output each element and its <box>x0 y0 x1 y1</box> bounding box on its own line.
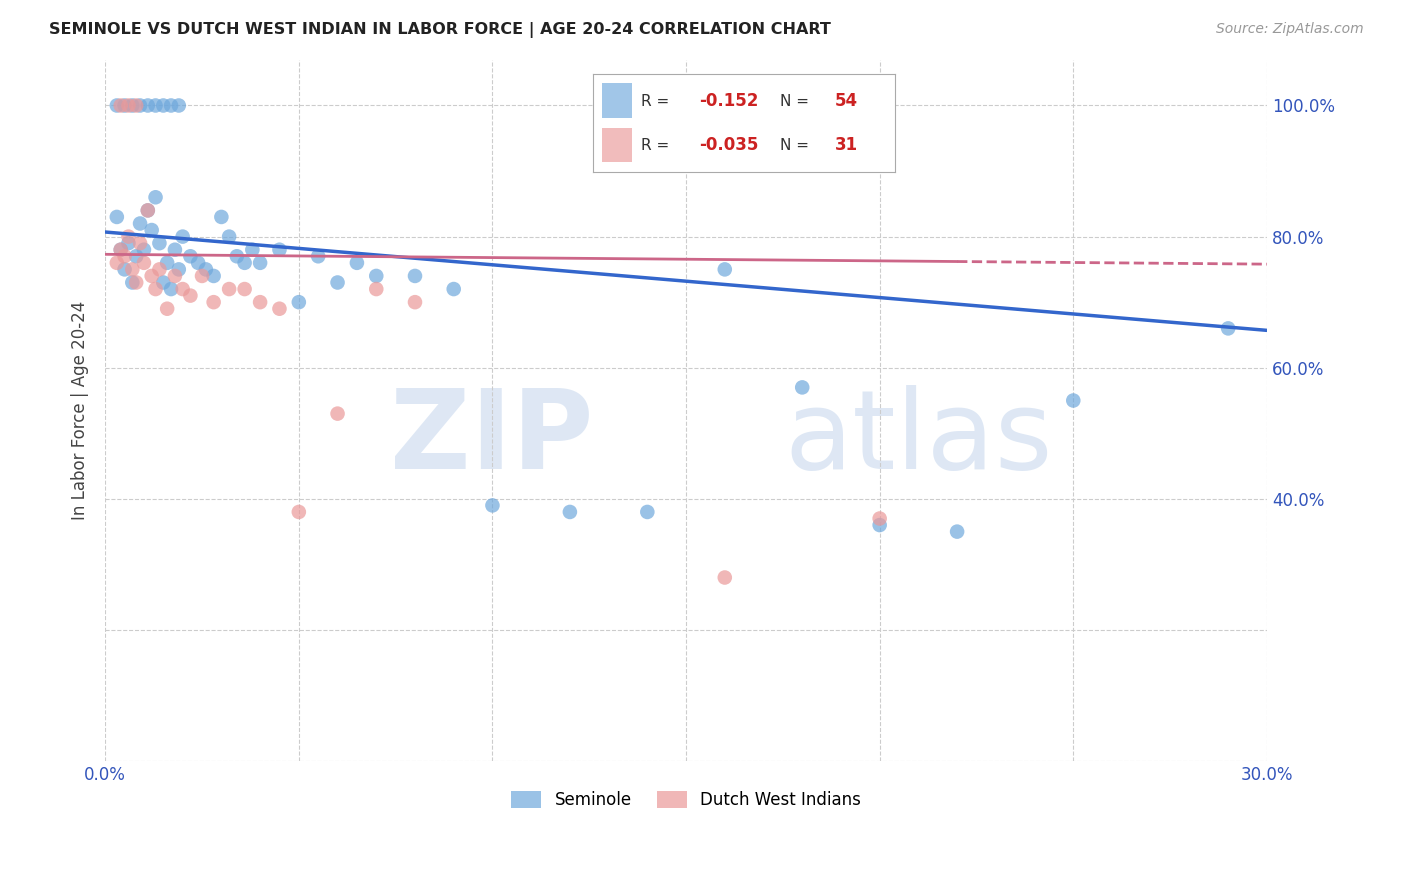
Point <box>209 210 232 224</box>
Point <box>148 262 170 277</box>
Point <box>172 229 194 244</box>
Point <box>167 262 190 277</box>
Point <box>404 295 426 310</box>
Point <box>225 249 247 263</box>
Point <box>481 499 503 513</box>
Point <box>792 380 814 394</box>
Point <box>121 98 143 112</box>
Point <box>218 229 240 244</box>
Point <box>558 505 581 519</box>
Point <box>145 190 167 204</box>
Point <box>167 98 190 112</box>
Point <box>404 268 426 283</box>
Point <box>145 282 167 296</box>
Point <box>152 98 174 112</box>
Point <box>114 262 136 277</box>
Point <box>163 243 186 257</box>
Point <box>132 256 155 270</box>
Point <box>136 203 159 218</box>
Point <box>129 98 152 112</box>
Point <box>202 268 225 283</box>
Point <box>129 217 152 231</box>
Point <box>307 249 329 263</box>
Point <box>160 282 183 296</box>
Point <box>141 268 163 283</box>
Point <box>125 276 148 290</box>
Point <box>110 243 132 257</box>
Point <box>152 276 174 290</box>
Point <box>105 210 128 224</box>
Legend: Seminole, Dutch West Indians: Seminole, Dutch West Indians <box>505 784 868 816</box>
Point <box>218 282 240 296</box>
Point <box>163 268 186 283</box>
Point <box>346 256 368 270</box>
Point <box>326 276 349 290</box>
Point <box>233 256 256 270</box>
Point <box>179 249 201 263</box>
Point <box>156 256 179 270</box>
Point <box>713 262 735 277</box>
Point <box>288 505 311 519</box>
Point <box>160 98 183 112</box>
Point <box>869 511 891 525</box>
Point <box>249 295 271 310</box>
Point <box>202 295 225 310</box>
Point <box>114 98 136 112</box>
Point <box>326 407 349 421</box>
Point <box>172 282 194 296</box>
Point <box>713 570 735 584</box>
Point <box>249 256 271 270</box>
Point <box>946 524 969 539</box>
Point <box>105 98 128 112</box>
Point <box>141 223 163 237</box>
Point <box>288 295 311 310</box>
Point <box>191 268 214 283</box>
Point <box>125 249 148 263</box>
Point <box>110 98 132 112</box>
Point <box>269 243 291 257</box>
Point <box>179 288 201 302</box>
Point <box>132 243 155 257</box>
Point <box>121 276 143 290</box>
Point <box>366 268 388 283</box>
Point <box>114 249 136 263</box>
Point <box>136 98 159 112</box>
Text: atlas: atlas <box>785 384 1053 491</box>
Text: SEMINOLE VS DUTCH WEST INDIAN IN LABOR FORCE | AGE 20-24 CORRELATION CHART: SEMINOLE VS DUTCH WEST INDIAN IN LABOR F… <box>49 22 831 38</box>
Point <box>145 98 167 112</box>
Point <box>240 243 263 257</box>
Point <box>156 301 179 316</box>
Point <box>148 236 170 251</box>
Point <box>869 518 891 533</box>
Point <box>117 98 139 112</box>
Point <box>269 301 291 316</box>
Text: Source: ZipAtlas.com: Source: ZipAtlas.com <box>1216 22 1364 37</box>
Point <box>366 282 388 296</box>
Point <box>105 256 128 270</box>
Point <box>187 256 209 270</box>
Point <box>136 203 159 218</box>
Point <box>233 282 256 296</box>
Point <box>443 282 465 296</box>
Point <box>636 505 658 519</box>
Text: ZIP: ZIP <box>389 384 593 491</box>
Point <box>129 236 152 251</box>
Point <box>125 98 148 112</box>
Point <box>117 236 139 251</box>
Point <box>194 262 217 277</box>
Point <box>110 243 132 257</box>
Point <box>1062 393 1084 408</box>
Point <box>117 229 139 244</box>
Point <box>121 262 143 277</box>
Y-axis label: In Labor Force | Age 20-24: In Labor Force | Age 20-24 <box>72 301 89 520</box>
Point <box>1218 321 1240 335</box>
